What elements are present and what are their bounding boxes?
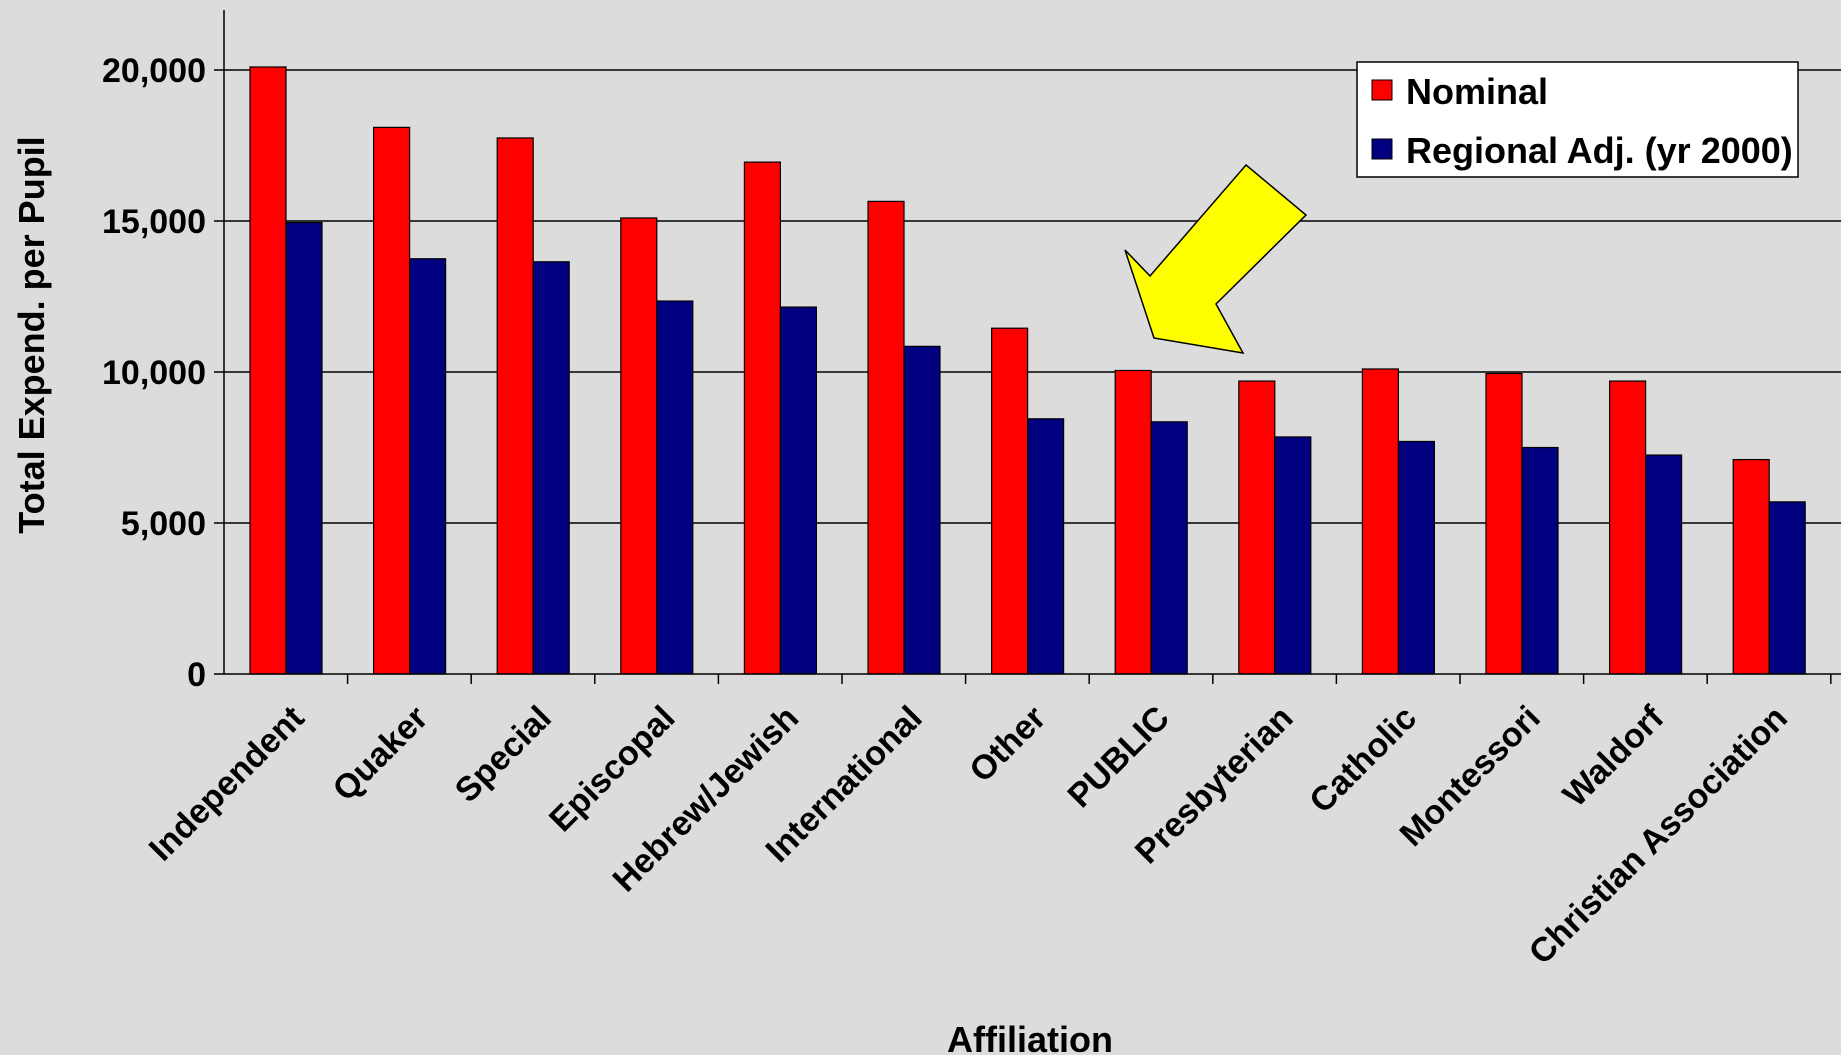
- bar-regional-other: [1026, 418, 1065, 675]
- bar-nominal-episcopal: [620, 217, 658, 675]
- bar-regional-montessori: [1521, 446, 1559, 675]
- bar-nominal-hebrew-jewish: [743, 161, 782, 675]
- bar-regional-catholic: [1397, 440, 1436, 675]
- bar-nominal-montessori: [1485, 372, 1523, 675]
- annotations: [1124, 163, 1308, 354]
- y-axis-title: Total Expend. per Pupil: [11, 136, 52, 533]
- bar-nominal-waldorf: [1608, 380, 1647, 675]
- legend-label-nominal: Nominal: [1406, 71, 1548, 112]
- bar-regional-presbyterian: [1274, 436, 1312, 675]
- bar-regional-hebrew-jewish: [779, 306, 818, 675]
- bars: [249, 66, 1806, 675]
- bar-regional-international: [903, 345, 941, 675]
- bar-nominal-other: [990, 327, 1029, 675]
- x-axis-title: Affiliation: [947, 1019, 1113, 1055]
- bar-nominal-christian-association: [1732, 458, 1770, 675]
- legend-box: [1356, 61, 1799, 178]
- bar-nominal-presbyterian: [1238, 380, 1276, 675]
- bar-regional-public: [1150, 421, 1188, 675]
- bar-nominal-independent: [249, 66, 287, 675]
- bar-nominal-international: [867, 200, 905, 675]
- bar-nominal-catholic: [1361, 368, 1400, 675]
- yellow-arrow-icon: [1124, 163, 1308, 354]
- legend-swatch-regional: [1371, 138, 1393, 160]
- bar-nominal-special: [496, 137, 534, 675]
- bar-regional-waldorf: [1644, 454, 1683, 675]
- legend-swatch-nominal: [1371, 79, 1393, 101]
- bar-regional-christian-association: [1768, 501, 1806, 675]
- bar-regional-quaker: [409, 258, 447, 675]
- y-tick-label: 15,000: [102, 203, 206, 241]
- y-tick-label: 5,000: [121, 505, 206, 543]
- gridlines: [224, 69, 1841, 524]
- bar-nominal-quaker: [373, 126, 411, 675]
- bar-regional-independent: [285, 221, 323, 675]
- legend-label-regional: Regional Adj. (yr 2000): [1406, 130, 1793, 171]
- y-tick-label: 0: [187, 656, 206, 694]
- bar-nominal-public: [1114, 369, 1152, 675]
- bar-regional-episcopal: [656, 300, 694, 675]
- legend: Nominal Regional Adj. (yr 2000): [1356, 61, 1799, 178]
- bar-regional-special: [532, 261, 570, 675]
- y-tick-label: 10,000: [102, 354, 206, 392]
- y-tick-label: 20,000: [102, 52, 206, 90]
